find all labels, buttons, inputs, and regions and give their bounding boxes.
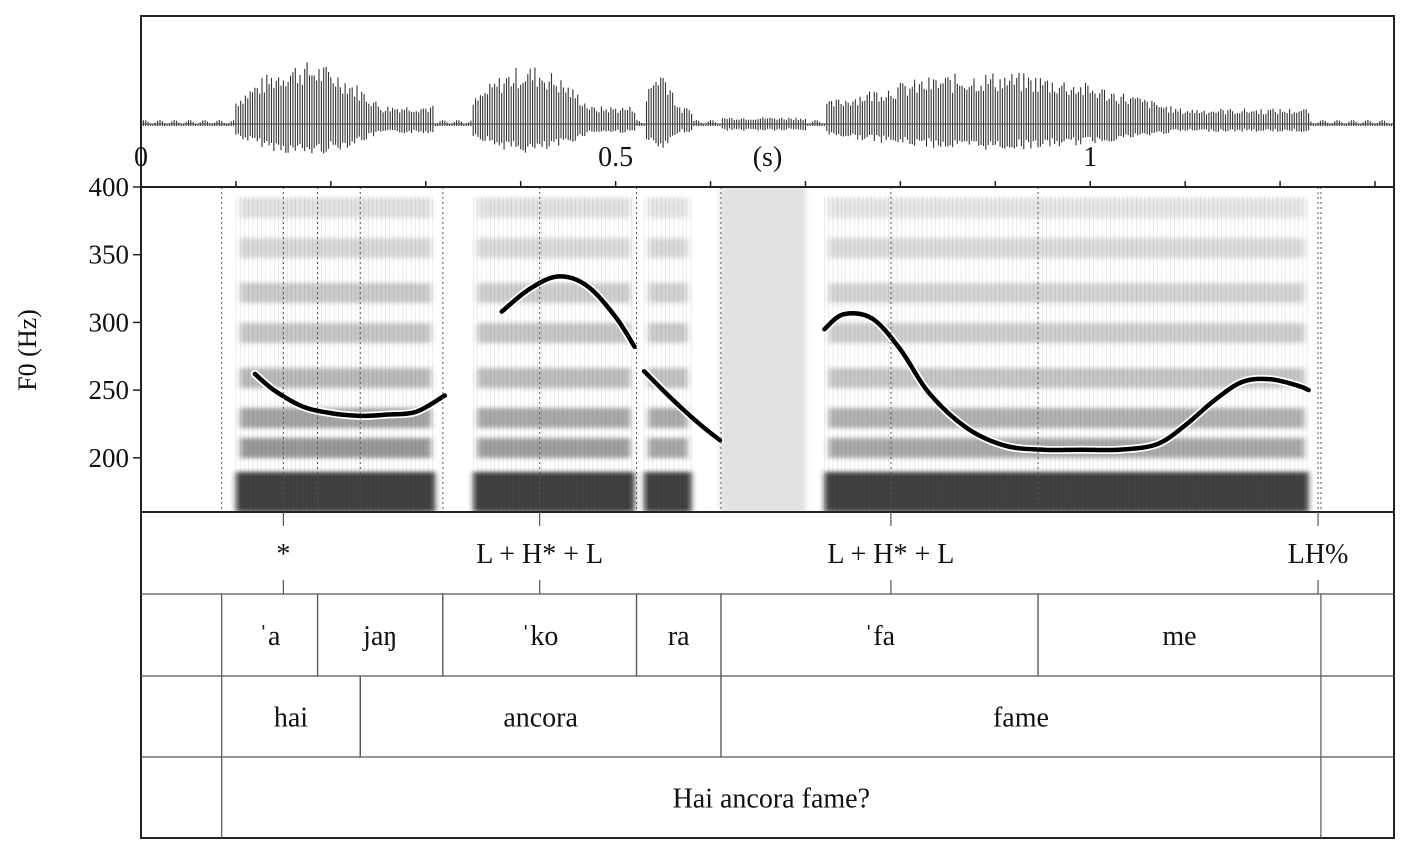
spectro-formant-band xyxy=(239,283,432,303)
spectro-formant-band xyxy=(828,368,1305,388)
y-tick-label: 250 xyxy=(89,375,130,405)
spectro-formant-band xyxy=(828,408,1305,428)
spectro-formant-band xyxy=(828,283,1305,303)
time-tick-label: 0.5 xyxy=(598,142,633,173)
syllable-label: ˈfa xyxy=(864,621,896,652)
annotation-tiers: * L + H* + L L + H* + L LH% ˈa jaŋ ˈko ra ˈfa me h… xyxy=(221,512,1349,838)
f0-segment xyxy=(822,311,1311,453)
f0-contour xyxy=(250,272,1313,455)
spectro-fricative xyxy=(720,187,806,512)
spectro-formant-band xyxy=(477,238,631,258)
spectro-formant-band xyxy=(477,368,631,388)
spectro-striations xyxy=(235,197,1308,512)
y-axis: F0 (Hz) 400 350 300 250 200 xyxy=(13,172,141,473)
tone-label: L + H* + L xyxy=(827,539,954,570)
tone-label: * xyxy=(276,539,290,570)
syllable-label: ra xyxy=(668,621,690,652)
syllable-label: ˈko xyxy=(521,621,558,652)
spectrogram-panel xyxy=(235,187,1309,512)
sentence-label: Hai ancora fame? xyxy=(673,784,870,815)
time-tick-label: 1 xyxy=(1083,142,1097,173)
y-tick-label: 400 xyxy=(89,172,130,202)
spectro-formant-band xyxy=(648,323,688,343)
syllable-label: ˈa xyxy=(259,621,281,652)
spectro-formant-band xyxy=(477,323,631,343)
spectro-formant-band xyxy=(648,283,688,303)
spectro-low-band xyxy=(824,472,1309,512)
spectro-formant-band xyxy=(239,368,432,388)
spectro-formant-band xyxy=(828,323,1305,343)
spectro-formant-band xyxy=(477,283,631,303)
y-tick-label: 200 xyxy=(89,443,130,473)
spectro-formant-band xyxy=(239,238,432,258)
y-tick-label: 350 xyxy=(89,240,130,270)
spectro-formant-band xyxy=(648,238,688,258)
spectro-formant-band xyxy=(828,198,1305,218)
boundary-lines xyxy=(221,187,1322,512)
spectro-low-band xyxy=(235,472,436,512)
waveform-panel xyxy=(141,62,1394,154)
spectro-formant-band xyxy=(477,198,631,218)
spectro-low-band xyxy=(644,472,692,512)
f0-segment xyxy=(499,274,637,350)
tone-label: L + H* + L xyxy=(476,539,603,570)
spectro-formant-band xyxy=(648,438,688,458)
syllable-label: me xyxy=(1162,621,1196,652)
spectro-low-band xyxy=(473,472,635,512)
spectro-formant-band xyxy=(239,323,432,343)
f0-segment xyxy=(641,368,723,443)
tier-frame xyxy=(140,511,1395,839)
spectro-formant-band xyxy=(477,408,631,428)
spectro-formant-band xyxy=(239,438,432,458)
waveform-trace xyxy=(141,62,1394,154)
word-label: hai xyxy=(274,703,308,734)
spectro-formant-band xyxy=(828,238,1305,258)
time-tick-label: 0 xyxy=(134,142,148,173)
spectro-formant-band xyxy=(648,408,688,428)
word-label: fame xyxy=(993,703,1049,734)
f0-segment xyxy=(252,371,448,419)
y-axis-label: F0 (Hz) xyxy=(13,309,42,391)
time-tick-label: (s) xyxy=(753,142,783,173)
syllable-label: jaŋ xyxy=(362,621,397,652)
spectro-formant-band xyxy=(477,438,631,458)
spectro-formant-band xyxy=(239,198,432,218)
panel-frames xyxy=(140,15,1395,839)
word-label: ancora xyxy=(503,703,578,734)
spectro-formant-band xyxy=(648,198,688,218)
tone-label: LH% xyxy=(1288,539,1349,570)
y-tick-label: 300 xyxy=(89,307,130,337)
time-axis-labels: 0 0.5 (s) 1 xyxy=(134,142,1097,173)
